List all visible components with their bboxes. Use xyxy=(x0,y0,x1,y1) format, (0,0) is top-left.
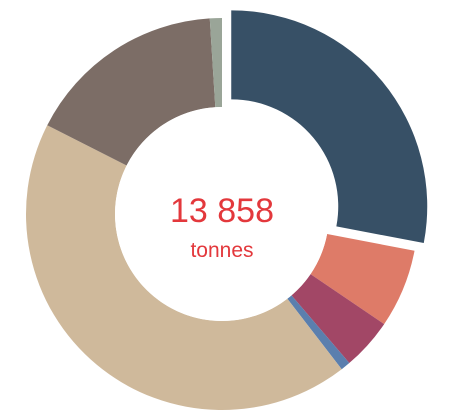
donut-slice-1 xyxy=(231,10,428,244)
donut-slice-5 xyxy=(25,125,342,411)
donut-slice-7 xyxy=(209,18,222,108)
donut-slice-4 xyxy=(287,295,350,370)
slices-layer xyxy=(25,10,428,411)
total-value: 13 858 xyxy=(170,192,274,230)
donut-slice-2 xyxy=(310,234,415,325)
donut-slice-3 xyxy=(291,274,385,364)
donut-hole xyxy=(115,107,329,321)
total-unit: tonnes xyxy=(190,239,253,262)
donut-slice-6 xyxy=(47,18,216,166)
